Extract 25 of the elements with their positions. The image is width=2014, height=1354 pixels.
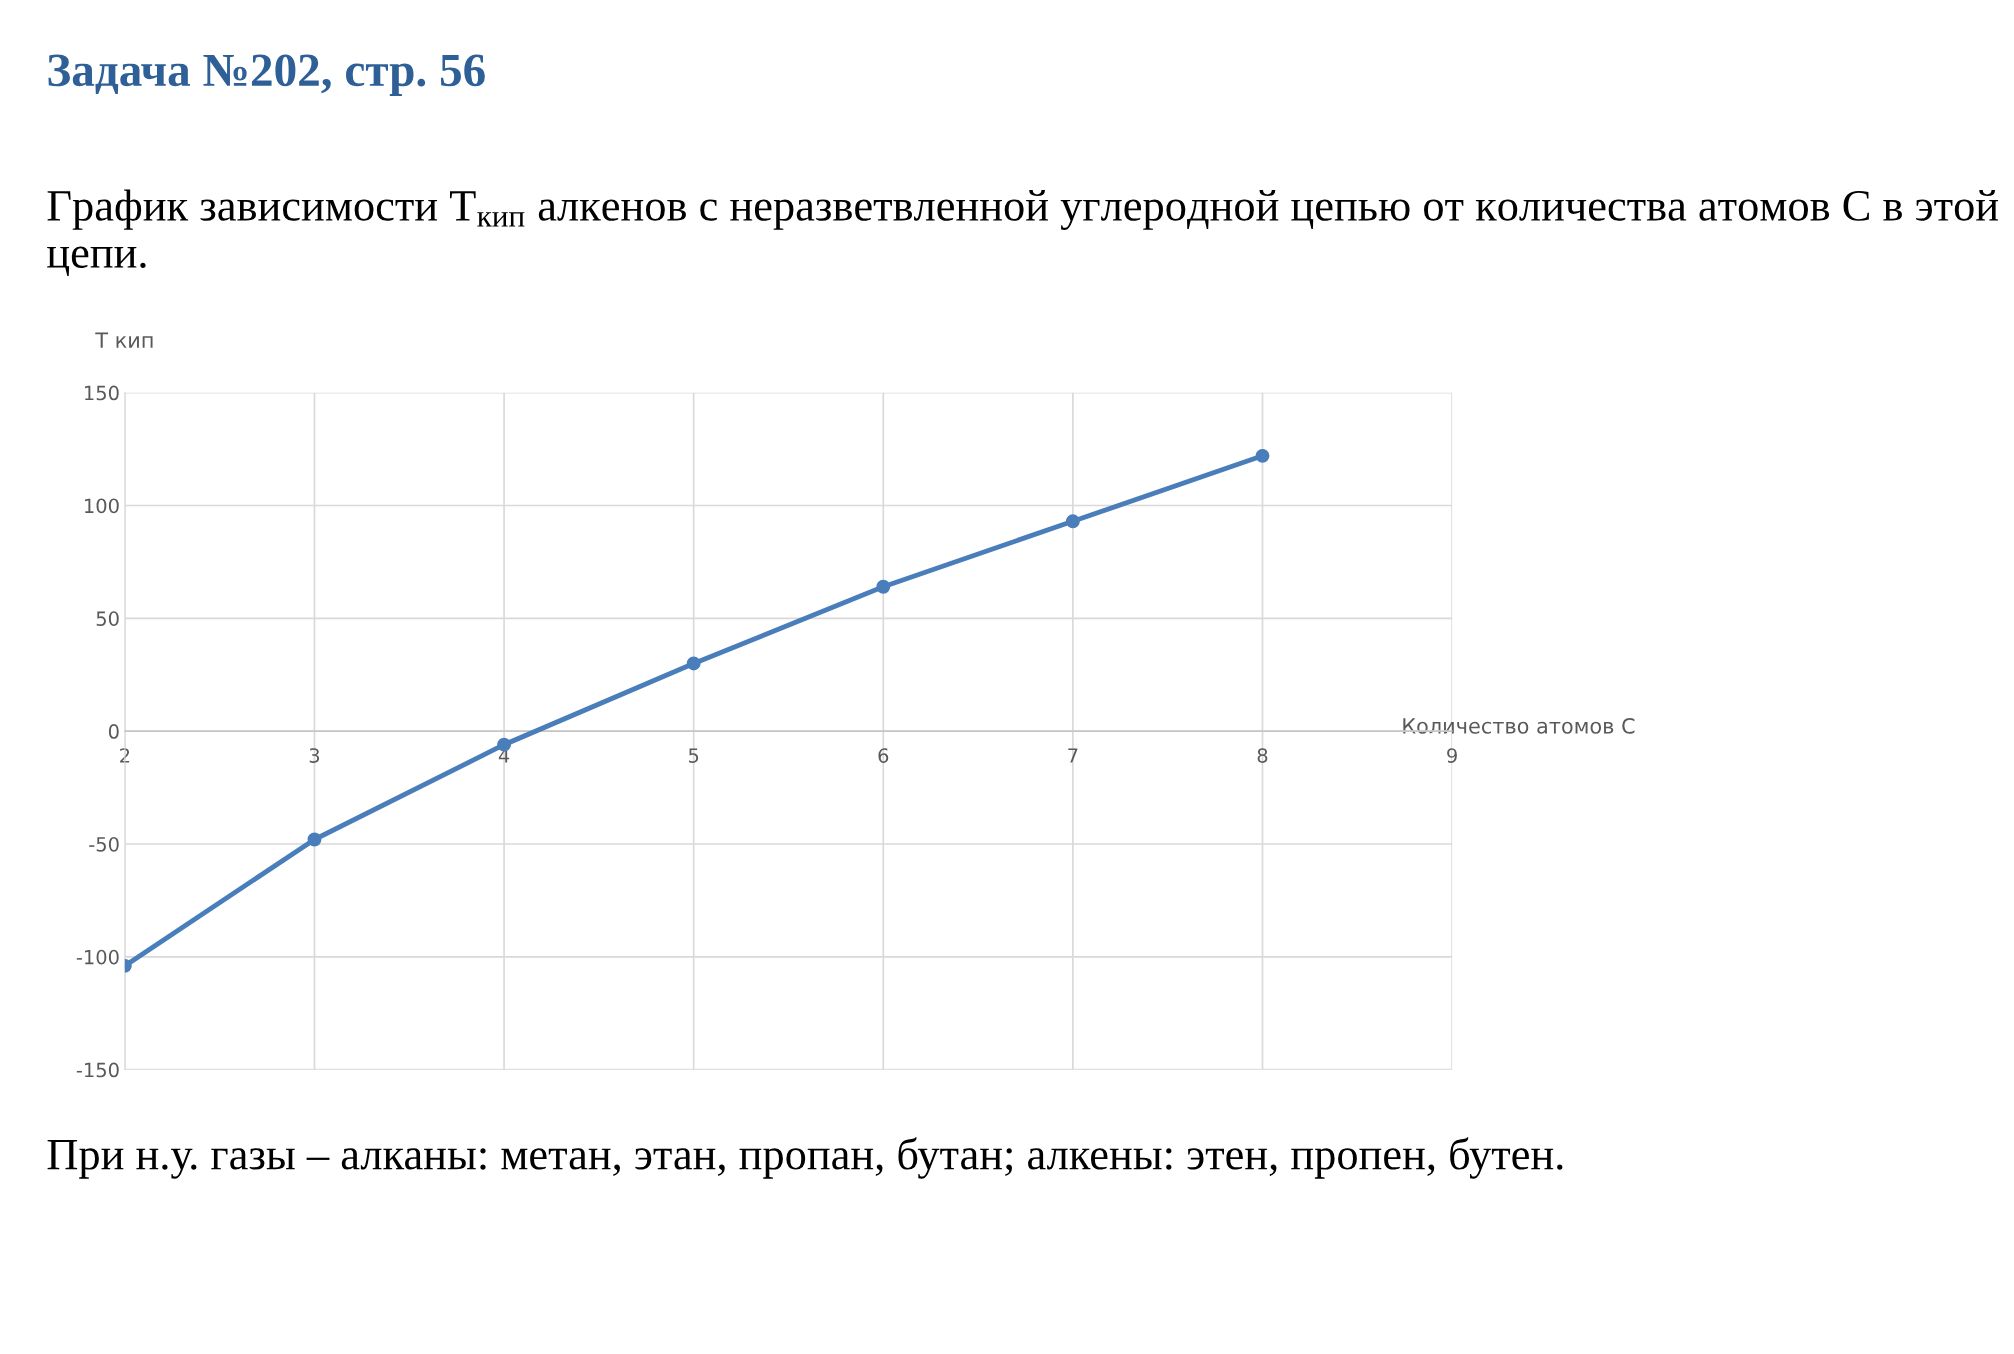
point <box>1065 514 1080 529</box>
y-tick-label: -100 <box>76 949 119 965</box>
point <box>876 579 891 594</box>
y-tick-label: 0 <box>108 724 119 739</box>
text: При н.у. газы – алканы: метан, этан, пропан, бутан; алкены: этен, пропен, бутен. <box>47 1137 1563 1179</box>
point <box>307 832 322 847</box>
x-tick-label: 8 <box>1257 748 1268 763</box>
y-tick-label: -150 <box>76 1062 119 1078</box>
chart-title: Задача №202, стр. 56 <box>48 54 485 96</box>
y-tick-label: 50 <box>96 611 119 626</box>
x-tick-label: 5 <box>688 748 699 763</box>
x-tick-label: 6 <box>878 748 889 763</box>
x-axis-title: Количество атомов C <box>1403 717 1635 734</box>
y-axis-title: T кип <box>95 332 153 348</box>
point <box>686 656 701 671</box>
point <box>497 737 512 752</box>
x-tick-label: 3 <box>309 748 320 763</box>
text: График зависимости T$_{кип}$ алкенов с неразветвленной углеродной цепью от количества атомов C в этой цепи. <box>47 189 1999 277</box>
x-tick-label: 7 <box>1068 748 1078 763</box>
y-tick-label: 150 <box>85 385 119 401</box>
point <box>1255 448 1270 463</box>
y-tick-label: 100 <box>85 498 119 514</box>
x-tick-label: 9 <box>1447 748 1457 763</box>
x-tick-label: 2 <box>120 748 130 763</box>
y-tick-label: -50 <box>89 836 119 852</box>
